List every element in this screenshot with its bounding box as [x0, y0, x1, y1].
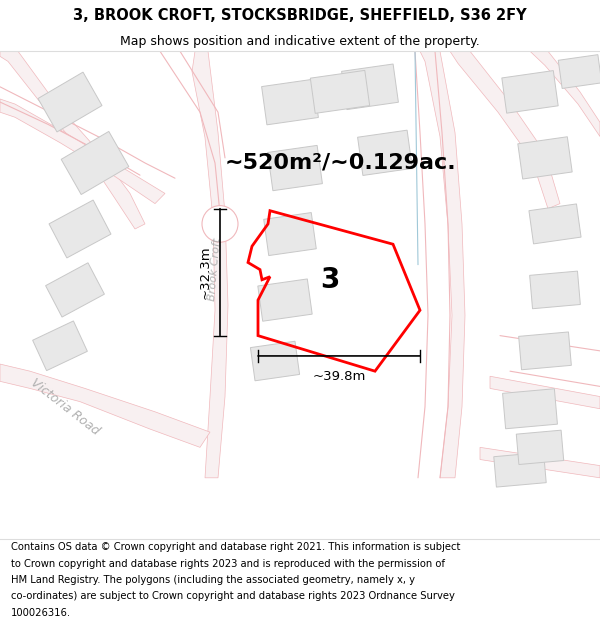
Polygon shape: [49, 200, 111, 258]
Polygon shape: [61, 131, 129, 194]
Polygon shape: [0, 99, 165, 204]
Text: Map shows position and indicative extent of the property.: Map shows position and indicative extent…: [120, 34, 480, 48]
Text: HM Land Registry. The polygons (including the associated geometry, namely x, y: HM Land Registry. The polygons (includin…: [11, 575, 415, 585]
Polygon shape: [0, 51, 145, 229]
Text: Contains OS data © Crown copyright and database right 2021. This information is : Contains OS data © Crown copyright and d…: [11, 542, 460, 552]
Polygon shape: [518, 332, 571, 370]
Text: 100026316.: 100026316.: [11, 608, 71, 618]
Polygon shape: [46, 262, 104, 317]
Polygon shape: [310, 71, 370, 113]
Polygon shape: [268, 146, 322, 191]
Polygon shape: [262, 79, 319, 125]
Polygon shape: [38, 72, 102, 132]
Polygon shape: [250, 341, 299, 381]
Polygon shape: [494, 452, 546, 487]
Polygon shape: [32, 321, 88, 371]
Text: 3, BROOK CROFT, STOCKSBRIDGE, SHEFFIELD, S36 2FY: 3, BROOK CROFT, STOCKSBRIDGE, SHEFFIELD,…: [73, 8, 527, 23]
Text: ~39.8m: ~39.8m: [313, 370, 365, 383]
Text: to Crown copyright and database rights 2023 and is reproduced with the permissio: to Crown copyright and database rights 2…: [11, 559, 445, 569]
Polygon shape: [480, 448, 600, 478]
Polygon shape: [450, 51, 560, 209]
Text: Brook Croft: Brook Croft: [207, 238, 223, 301]
Text: 3: 3: [320, 266, 340, 294]
Polygon shape: [529, 204, 581, 244]
Polygon shape: [516, 430, 564, 464]
Polygon shape: [192, 51, 228, 478]
Polygon shape: [258, 279, 312, 321]
Text: Victoria Road: Victoria Road: [28, 376, 102, 438]
Polygon shape: [264, 213, 316, 256]
Polygon shape: [503, 389, 557, 429]
Text: ~520m²/~0.129ac.: ~520m²/~0.129ac.: [224, 153, 456, 173]
Circle shape: [202, 206, 238, 242]
Polygon shape: [490, 376, 600, 409]
Polygon shape: [558, 54, 600, 89]
Polygon shape: [518, 137, 572, 179]
Polygon shape: [420, 51, 465, 478]
Polygon shape: [341, 64, 398, 109]
Polygon shape: [502, 71, 558, 113]
Text: co-ordinates) are subject to Crown copyright and database rights 2023 Ordnance S: co-ordinates) are subject to Crown copyr…: [11, 591, 455, 601]
Text: ~32.3m: ~32.3m: [199, 246, 212, 299]
Polygon shape: [0, 364, 210, 448]
Polygon shape: [530, 51, 600, 136]
Polygon shape: [530, 271, 580, 309]
Polygon shape: [358, 130, 412, 176]
